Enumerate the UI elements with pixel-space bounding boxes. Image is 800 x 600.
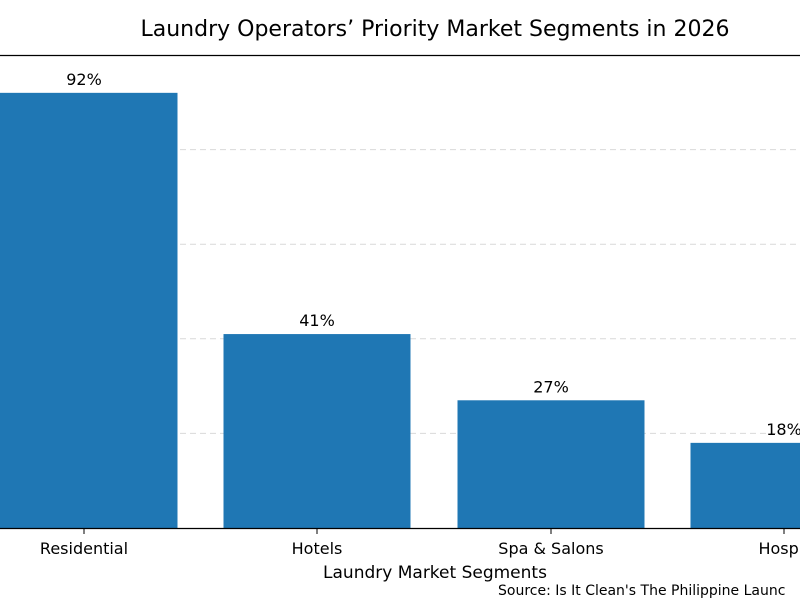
data-label: 18% bbox=[766, 420, 800, 439]
source-note: Source: Is It Clean's The Philippine Lau… bbox=[498, 583, 785, 599]
data-labels: 92% 41% 27% 18% bbox=[66, 70, 800, 439]
data-label: 92% bbox=[66, 70, 102, 89]
x-tick-label: Spa & Salons bbox=[498, 539, 603, 558]
data-label: 41% bbox=[299, 311, 335, 330]
bar-hotels bbox=[223, 334, 411, 528]
bar-residential bbox=[0, 92, 178, 528]
data-label: 27% bbox=[533, 377, 569, 396]
x-ticks: Residential Hotels Spa & Salons Hospit bbox=[40, 528, 800, 558]
bar-spa-salons bbox=[457, 400, 645, 528]
bar-hospit bbox=[690, 442, 800, 528]
x-tick-label: Hotels bbox=[292, 539, 343, 558]
chart-title: Laundry Operators’ Priority Market Segme… bbox=[141, 17, 730, 42]
x-tick-label: Residential bbox=[40, 539, 128, 558]
x-tick-label: Hospit bbox=[758, 539, 800, 558]
x-axis-label: Laundry Market Segments bbox=[323, 563, 547, 583]
bars bbox=[0, 92, 800, 528]
